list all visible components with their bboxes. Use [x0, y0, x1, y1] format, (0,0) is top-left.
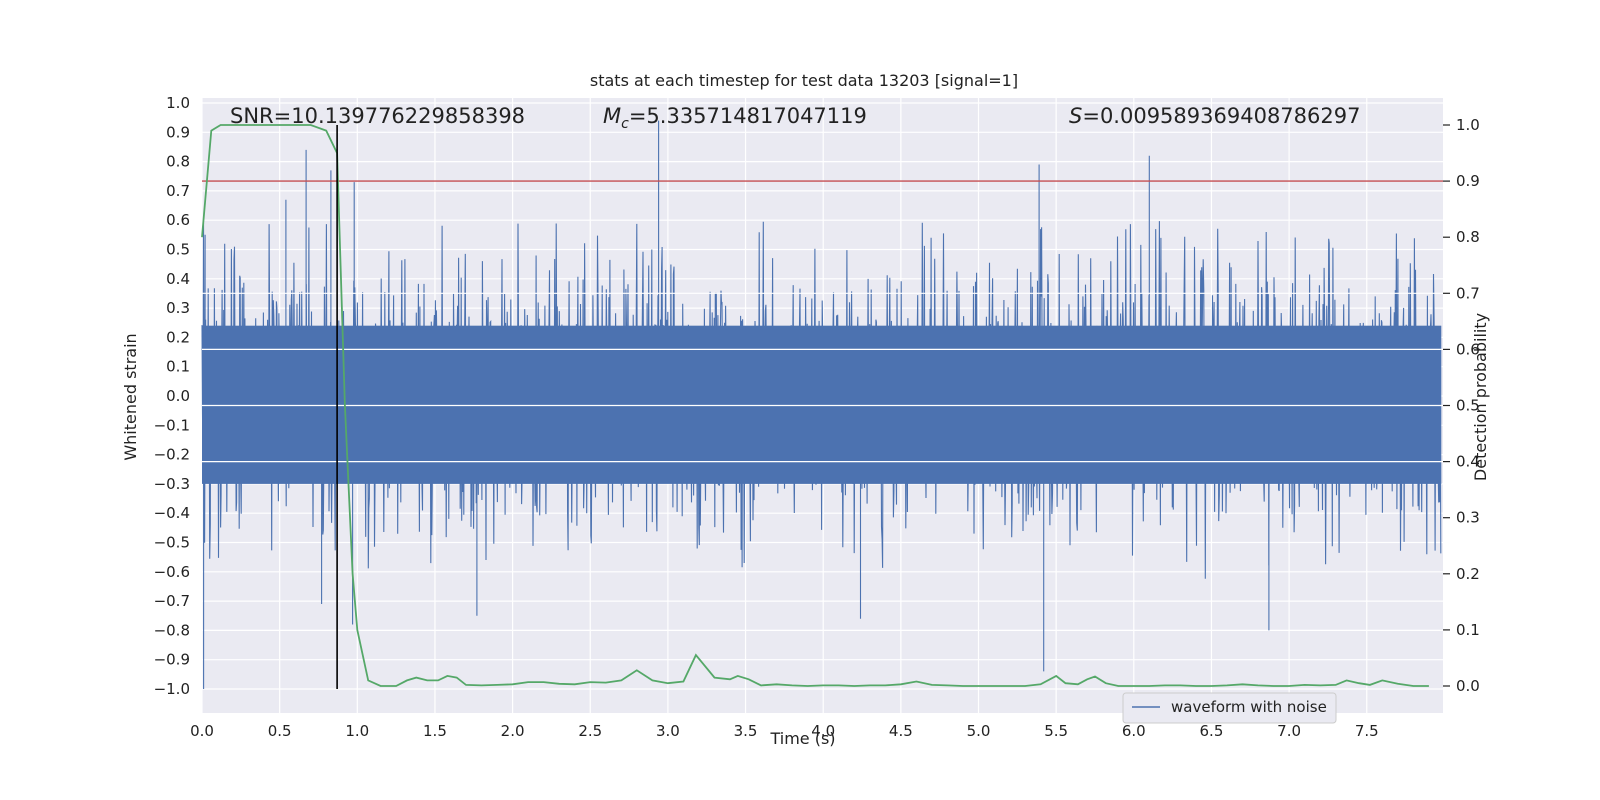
x-tick-label: 4.0	[811, 722, 835, 740]
x-tick-label: 7.5	[1355, 722, 1379, 740]
waveform-series	[201, 120, 1443, 689]
y2-tick-label: 0.8	[1456, 228, 1480, 246]
y-tick-label: 0.7	[166, 182, 190, 200]
y2-tick-label: 0.0	[1456, 677, 1480, 695]
legend-label: waveform with noise	[1171, 698, 1327, 716]
y-tick-label: −0.9	[154, 651, 190, 669]
y-tick-label: 0.4	[166, 270, 190, 288]
s-value: =0.009589369408786297	[1082, 104, 1360, 128]
x-tick-label: 7.0	[1277, 722, 1301, 740]
x-tick-label: 0.0	[190, 722, 214, 740]
probability-series-line	[201, 124, 1429, 687]
y2-axis-label: Detection probability	[1471, 313, 1490, 481]
y-tick-label: −0.5	[154, 534, 190, 552]
y-tick-label: −0.6	[154, 563, 190, 581]
y-tick-label: 0.0	[166, 387, 190, 405]
y-axis-label: Whitened strain	[121, 333, 140, 460]
y-tick-label: 1.0	[166, 94, 190, 112]
y2-tick-label: 1.0	[1456, 116, 1480, 134]
y-tick-label: −0.3	[154, 475, 190, 493]
x-tick-label: 3.5	[734, 722, 758, 740]
snr-annotation: SNR=10.139776229858398	[230, 104, 525, 128]
y-tick-label: 0.8	[166, 153, 190, 171]
chart-title: stats at each timestep for test data 132…	[590, 71, 1018, 90]
x-tick-label: 5.5	[1044, 722, 1068, 740]
y2-tick-label: 0.1	[1456, 621, 1480, 639]
x-tick-label: 3.0	[656, 722, 680, 740]
y-tick-label: 0.6	[166, 211, 190, 229]
chirp-mass-annotation: Mc=5.335714817047119	[603, 104, 867, 132]
y-tick-label: −1.0	[154, 680, 190, 698]
x-tick-label: 6.5	[1200, 722, 1224, 740]
chirp-mass-symbol: M	[603, 104, 621, 128]
waveform-core-band	[202, 325, 1442, 484]
x-tick-label: 2.5	[578, 722, 602, 740]
y2-tick-label: 0.4	[1456, 453, 1480, 471]
x-tick-label: 1.5	[423, 722, 447, 740]
x-tick-label: 2.0	[501, 722, 525, 740]
y2-tick-label: 0.9	[1456, 172, 1480, 190]
y-tick-label: 0.9	[166, 123, 190, 141]
y2-tick-label: 0.2	[1456, 565, 1480, 583]
legend-box	[1122, 692, 1337, 724]
y2-tick-label: 0.3	[1456, 509, 1480, 527]
s-annotation: S=0.009589369408786297	[1069, 104, 1360, 128]
y-tick-label: 0.2	[166, 328, 190, 346]
x-tick-label: 6.0	[1122, 722, 1146, 740]
y-axis-ticks: 1.0 0.9 0.8 0.7 0.6 0.5 0.4 0.3 0.2 0.1 0.0 −0.1 −0.…	[154, 94, 190, 698]
y2-tick-label: 0.6	[1456, 340, 1480, 358]
y2-tick-label: 0.5	[1456, 397, 1480, 415]
chirp-mass-value: =5.335714817047119	[629, 104, 867, 128]
s-symbol: S	[1069, 104, 1082, 128]
x-tick-label: 1.0	[345, 722, 369, 740]
y-tick-label: −0.1	[154, 416, 190, 434]
y-tick-label: −0.4	[154, 504, 190, 522]
y-tick-label: −0.2	[154, 446, 190, 464]
legend: waveform with noise	[1122, 692, 1337, 724]
y2-axis-ticks: 1.0 0.9 0.8 0.7 0.6 0.5 0.4 0.3 0.2 0.1 0.0	[1443, 116, 1480, 695]
y-tick-label: −0.8	[154, 621, 190, 639]
y2-tick-label: 0.7	[1456, 284, 1480, 302]
y-tick-label: −0.7	[154, 592, 190, 610]
y-tick-label: 0.5	[166, 241, 190, 259]
chirp-mass-subscript: c	[621, 116, 629, 132]
x-axis-ticks: 0.0 0.5 1.0 1.5 2.0 2.5 3.0 3.5 4.0 4.5 5.0 5.5 6.0 6…	[190, 722, 1379, 740]
x-tick-label: 4.5	[889, 722, 913, 740]
y-tick-label: 0.1	[166, 358, 190, 376]
x-tick-label: 5.0	[967, 722, 991, 740]
y-tick-label: 0.3	[166, 299, 190, 317]
x-axis-label: Time (s)	[769, 729, 835, 748]
x-tick-label: 0.5	[268, 722, 292, 740]
